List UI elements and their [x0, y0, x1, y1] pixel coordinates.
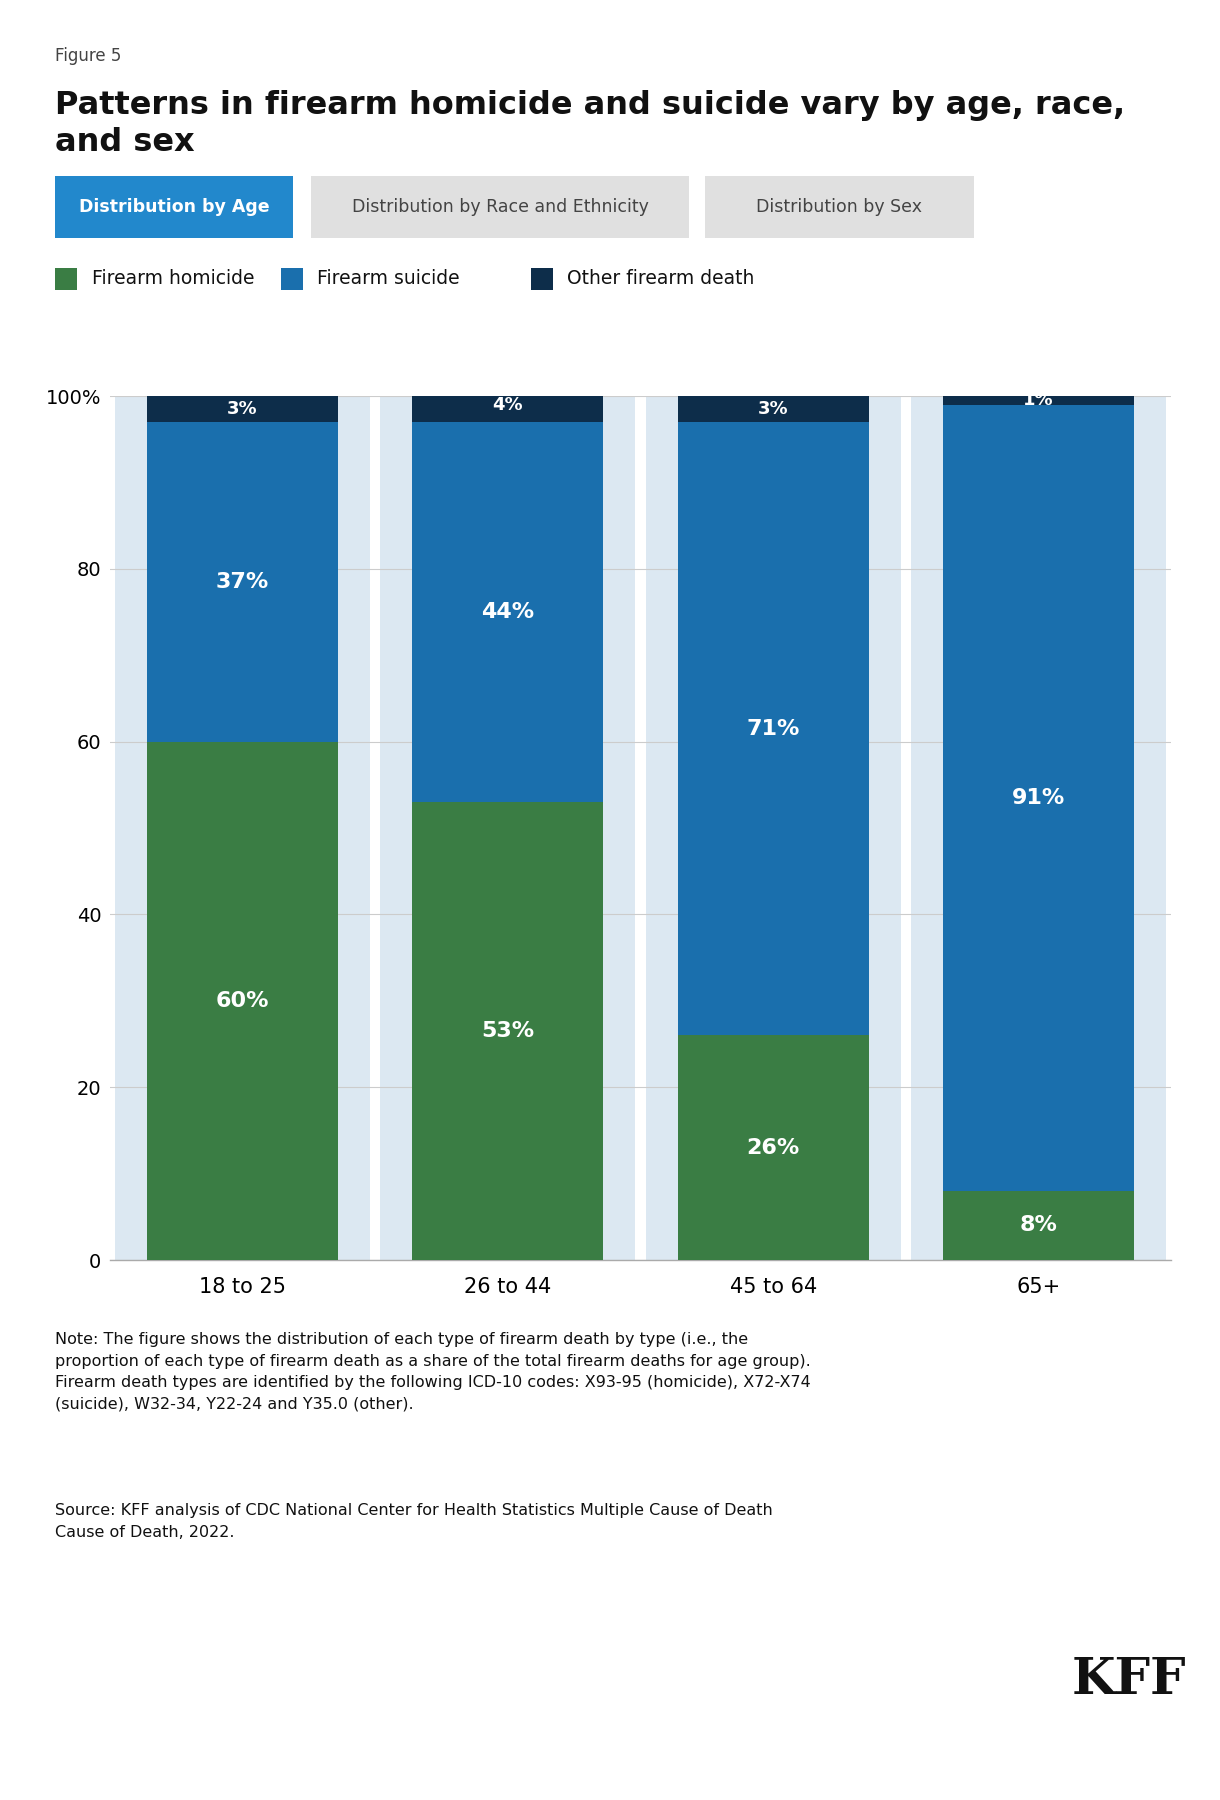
Text: 53%: 53% — [481, 1021, 534, 1040]
Bar — [412, 387, 604, 421]
Bar — [381, 396, 636, 1260]
Bar — [943, 405, 1135, 1192]
Text: 44%: 44% — [481, 601, 534, 623]
Bar — [146, 742, 338, 1260]
Text: KFF: KFF — [1071, 1656, 1186, 1705]
Text: 3%: 3% — [227, 400, 257, 418]
Text: Other firearm death: Other firearm death — [567, 270, 755, 288]
Bar — [412, 803, 604, 1260]
Text: 26%: 26% — [747, 1138, 800, 1157]
Bar — [911, 396, 1166, 1260]
Text: 1%: 1% — [1024, 391, 1054, 409]
Bar — [943, 396, 1135, 405]
Text: Figure 5: Figure 5 — [55, 47, 121, 65]
Text: 60%: 60% — [216, 990, 270, 1012]
Text: Distribution by Race and Ethnicity: Distribution by Race and Ethnicity — [351, 198, 649, 216]
Text: 71%: 71% — [747, 718, 800, 738]
Text: 3%: 3% — [758, 400, 788, 418]
Bar — [677, 1035, 869, 1260]
Text: Distribution by Sex: Distribution by Sex — [756, 198, 922, 216]
Bar — [677, 396, 869, 421]
Text: 91%: 91% — [1011, 788, 1065, 808]
Text: Distribution by Age: Distribution by Age — [78, 198, 270, 216]
Text: Firearm suicide: Firearm suicide — [317, 270, 460, 288]
Bar — [146, 421, 338, 742]
Bar — [412, 421, 604, 803]
Bar — [115, 396, 370, 1260]
Text: Note: The figure shows the distribution of each type of firearm death by type (i: Note: The figure shows the distribution … — [55, 1332, 810, 1411]
Bar — [943, 1192, 1135, 1260]
Text: Firearm homicide: Firearm homicide — [92, 270, 254, 288]
Bar — [677, 421, 869, 1035]
Text: Patterns in firearm homicide and suicide vary by age, race,
and sex: Patterns in firearm homicide and suicide… — [55, 90, 1125, 158]
Text: 8%: 8% — [1020, 1215, 1058, 1235]
Text: Source: KFF analysis of CDC National Center for Health Statistics Multiple Cause: Source: KFF analysis of CDC National Cen… — [55, 1503, 772, 1539]
Bar — [645, 396, 900, 1260]
Text: 4%: 4% — [493, 396, 523, 414]
Text: 37%: 37% — [216, 572, 270, 592]
Bar — [146, 396, 338, 421]
